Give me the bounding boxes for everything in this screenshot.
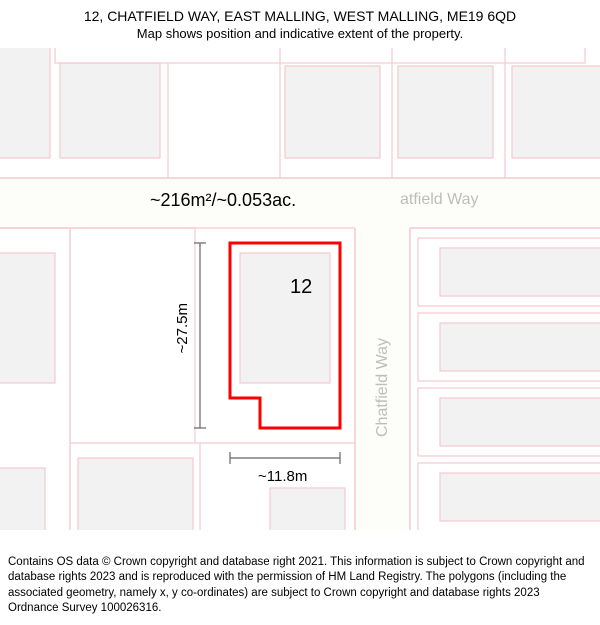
house-number: 12	[290, 276, 312, 299]
height-dimension-label: ~27.5m	[174, 303, 191, 353]
street-label-horizontal: atfield Way	[400, 191, 479, 209]
map-canvas: ~216m²/~0.053ac. atfield Way Chatfield W…	[0, 48, 600, 530]
header: 12, CHATFIELD WAY, EAST MALLING, WEST MA…	[0, 0, 600, 45]
street-label-vertical: Chatfield Way	[374, 338, 392, 437]
page-subtitle: Map shows position and indicative extent…	[10, 26, 590, 41]
width-dimension-label: ~11.8m	[258, 468, 307, 485]
page-title: 12, CHATFIELD WAY, EAST MALLING, WEST MA…	[10, 8, 590, 24]
area-label: ~216m²/~0.053ac.	[150, 190, 296, 211]
copyright-text: Contains OS data © Crown copyright and d…	[0, 549, 600, 625]
